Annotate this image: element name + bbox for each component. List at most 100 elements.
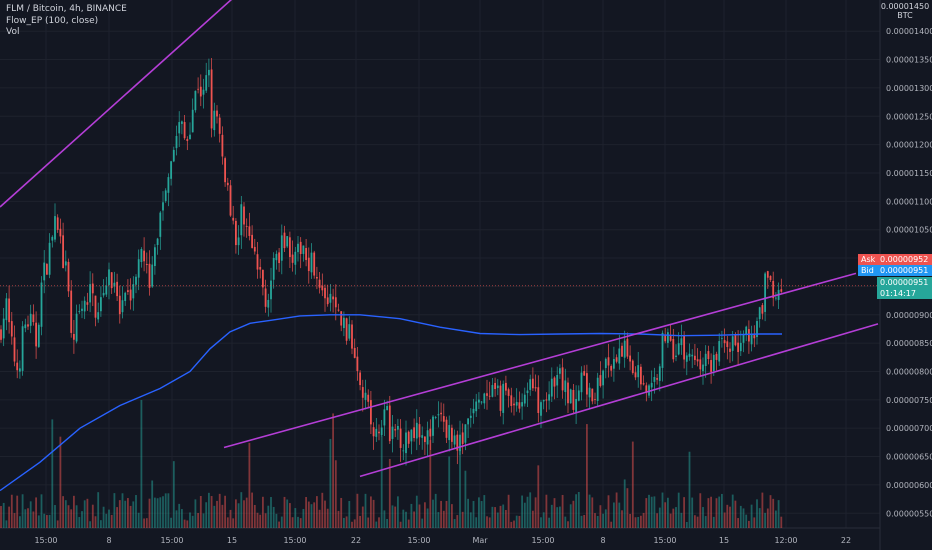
trendlines[interactable] — [0, 0, 879, 478]
candle-body — [758, 307, 761, 320]
y-tick-label: 0.00001400 — [886, 27, 932, 36]
candle-body — [329, 293, 332, 303]
volume-bar — [588, 494, 591, 528]
volume-bar — [270, 497, 272, 528]
candle-body — [235, 220, 237, 246]
volume-bar — [129, 505, 132, 528]
volume-bar — [216, 500, 218, 528]
volume-bar — [334, 460, 337, 528]
volume-title[interactable]: Vol — [6, 27, 20, 37]
candle-body — [27, 324, 29, 327]
candle-body — [100, 297, 102, 312]
candle-body — [610, 365, 613, 371]
candle-body — [461, 432, 464, 445]
volume-bar — [513, 520, 515, 528]
volume-bar — [286, 499, 289, 528]
trendline — [0, 0, 233, 208]
candle-body — [685, 355, 688, 362]
volume-bar — [59, 436, 62, 528]
volume-bar — [515, 515, 518, 528]
volume-bar — [685, 521, 688, 528]
candle-body — [586, 373, 588, 395]
volume-bar — [310, 504, 313, 528]
candle-body — [91, 283, 94, 294]
candle-body — [113, 282, 116, 287]
volume-bar — [181, 509, 183, 528]
candle-body — [367, 394, 370, 402]
volume-bar — [378, 517, 380, 528]
candle-body — [164, 190, 167, 202]
volume-bar — [37, 515, 40, 528]
candle-body — [272, 257, 275, 280]
candle-body — [707, 351, 710, 359]
volume-bar — [97, 492, 100, 528]
volume-bar — [170, 517, 172, 528]
candle-body — [618, 348, 621, 364]
volume-bar — [264, 513, 267, 528]
candle-body — [154, 247, 156, 267]
volume-bar — [297, 516, 299, 528]
candle-body — [642, 383, 645, 385]
candle-body — [110, 272, 113, 289]
candle-body — [596, 377, 599, 402]
candle-body — [267, 299, 270, 308]
indicator-title[interactable]: Flow_EP (100, close) — [6, 15, 99, 26]
candle-body — [550, 378, 553, 397]
candle-body — [75, 313, 78, 342]
volume-bar — [10, 494, 13, 528]
candle-body — [297, 243, 299, 253]
volume-bar — [656, 513, 658, 528]
volume-bar — [742, 508, 745, 528]
volume-bar — [210, 496, 213, 528]
candle-body — [343, 317, 345, 329]
candle-body — [275, 253, 278, 261]
volume-bar — [405, 511, 407, 528]
candle-body — [459, 434, 461, 452]
symbol-title[interactable]: FLM / Bitcoin, 4h, BINANCE — [6, 4, 127, 14]
volume-bar — [132, 501, 135, 528]
x-tick-label: 15:00 — [407, 536, 430, 545]
volume-bar — [29, 501, 32, 528]
volume-bar — [737, 518, 739, 528]
candle-body — [737, 342, 739, 353]
volume-bar — [237, 503, 240, 528]
volume-bar — [75, 505, 78, 528]
volume-bar — [464, 470, 467, 528]
volume-bar — [62, 496, 64, 528]
volume-bar — [591, 497, 594, 528]
volume-bar — [418, 504, 421, 528]
candle-body — [453, 435, 456, 445]
candle-body — [496, 385, 499, 389]
candle-body — [575, 398, 577, 413]
y-tick-label: 0.00001150 — [886, 169, 932, 178]
trendline — [359, 323, 879, 478]
volume-bar — [397, 496, 399, 528]
candle-body — [37, 324, 40, 347]
volume-bar — [734, 500, 737, 528]
volume-bar — [64, 500, 67, 528]
x-tick-label: 15:00 — [653, 536, 676, 545]
volume-bar — [73, 495, 75, 528]
candle-body — [256, 254, 259, 270]
volume-bar — [394, 506, 397, 528]
candle-body — [429, 428, 432, 437]
candle-body — [135, 276, 137, 285]
volume-bar — [391, 505, 394, 528]
candle-body — [675, 355, 677, 358]
volume-bar — [726, 504, 729, 528]
candle-body — [62, 235, 64, 269]
candle-body — [105, 285, 108, 295]
candle-body — [723, 340, 726, 344]
y-tick-label: 0.00000750 — [886, 396, 932, 405]
candle-body — [305, 248, 307, 261]
candle-body — [475, 401, 478, 412]
volume-bar — [694, 515, 696, 528]
candle-body — [16, 362, 19, 371]
candle-body — [224, 158, 226, 183]
volume-bar — [559, 506, 561, 528]
candle-body — [67, 261, 70, 292]
time-axis-labels[interactable]: 15:00 8 15:00 15 15:00 22 15:00 Mar 15:00 8 15:00 1… — [34, 536, 851, 545]
candle-body — [102, 292, 105, 296]
